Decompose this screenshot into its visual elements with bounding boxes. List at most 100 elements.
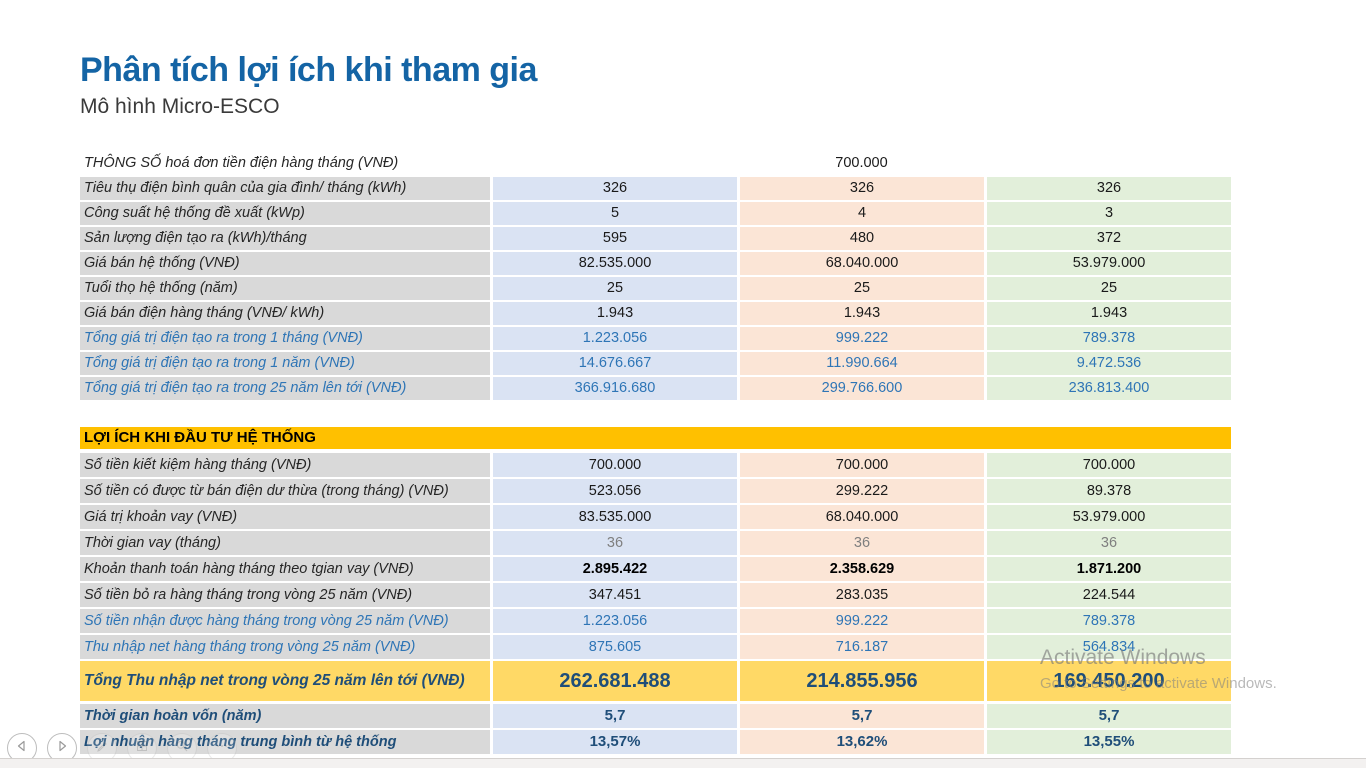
table-row: THÔNG SỐ hoá đơn tiền điện hàng tháng (V… [80, 152, 1231, 175]
row-label: Số tiền có được từ bán điện dư thừa (tro… [80, 479, 490, 503]
row-value: 999.222 [740, 327, 984, 350]
pen-icon [95, 739, 109, 758]
table-row: Thời gian hoàn vốn (năm) 5,7 5,7 5,7 [80, 704, 1231, 728]
taskbar-strip [0, 758, 1366, 768]
row-value: 11.990.664 [740, 352, 984, 375]
row-value: 169.450.200 [987, 661, 1231, 701]
table-row: Khoản thanh toán hàng tháng theo tgian v… [80, 557, 1231, 581]
row-value: 36 [493, 531, 737, 555]
row-value: 789.378 [987, 609, 1231, 633]
slide-grid-icon [135, 739, 149, 758]
row-label: Tổng giá trị điện tạo ra trong 1 tháng (… [80, 327, 490, 350]
row-value: 523.056 [493, 479, 737, 503]
table-row: Số tiền kiết kiệm hàng tháng (VNĐ) 700.00… [80, 453, 1231, 477]
table-row: Thu nhập net hàng tháng trong vòng 25 nă… [80, 635, 1231, 659]
row-value: 1.871.200 [987, 557, 1231, 581]
page-title: Phân tích lợi ích khi tham gia [80, 51, 537, 89]
row-label: Tiêu thụ điện bình quân của gia đình/ th… [80, 177, 490, 200]
row-label: Thời gian vay (tháng) [80, 531, 490, 555]
row-value: 875.605 [493, 635, 737, 659]
row-label: Tổng giá trị điện tạo ra trong 1 năm (VN… [80, 352, 490, 375]
row-value: 283.035 [740, 583, 984, 607]
row-value: 82.535.000 [493, 252, 737, 275]
row-label: THÔNG SỐ hoá đơn tiền điện hàng tháng (V… [84, 155, 399, 171]
row-value: 53.979.000 [987, 252, 1231, 275]
row-value: 25 [740, 277, 984, 300]
table-row: Tổng Thu nhập net trong vòng 25 năm lên … [80, 661, 1231, 701]
row-value: 214.855.956 [740, 661, 984, 701]
table-row: Lợi nhuận hàng tháng trung bình từ hệ th… [80, 730, 1231, 754]
row-value: 700.000 [740, 453, 984, 477]
row-label: Tổng giá trị điện tạo ra trong 25 năm lê… [80, 377, 490, 400]
table-row: Số tiền có được từ bán điện dư thừa (tro… [80, 479, 1231, 503]
row-label: Giá bán hệ thống (VNĐ) [80, 252, 490, 275]
row-value: 716.187 [740, 635, 984, 659]
row-value: 68.040.000 [740, 505, 984, 529]
table-row: Số tiền nhận được hàng tháng trong vòng … [80, 609, 1231, 633]
magnifier-icon [175, 739, 189, 758]
row-label: Sản lượng điện tạo ra (kWh)/tháng [80, 227, 490, 250]
chevron-left-icon [15, 739, 29, 758]
row-value: 13,62% [740, 730, 984, 754]
row-value: 595 [493, 227, 737, 250]
row-label: Số tiền nhận được hàng tháng trong vòng … [80, 609, 490, 633]
row-value: 13,55% [987, 730, 1231, 754]
table-row: Thời gian vay (tháng) 36 36 36 [80, 531, 1231, 555]
table-row: Tổng giá trị điện tạo ra trong 1 năm (VN… [80, 352, 1231, 375]
row-value: 5,7 [493, 704, 737, 728]
row-label: Số tiền kiết kiệm hàng tháng (VNĐ) [80, 453, 490, 477]
row-value: 83.535.000 [493, 505, 737, 529]
section-header-label: LỢI ÍCH KHI ĐẦU TƯ HỆ THỐNG [80, 427, 1231, 449]
row-merged-value: 700.000 [835, 155, 888, 171]
row-value: 326 [740, 177, 984, 200]
table-row: Tiêu thụ điện bình quân của gia đình/ th… [80, 177, 1231, 200]
table-row: Giá bán hệ thống (VNĐ) 82.535.000 68.040.0… [80, 252, 1231, 275]
row-label: Số tiền bỏ ra hàng tháng trong vòng 25 n… [80, 583, 490, 607]
row-value: 700.000 [493, 453, 737, 477]
row-value: 299.766.600 [740, 377, 984, 400]
page-subtitle: Mô hình Micro-ESCO [80, 95, 280, 118]
row-value: 700.000 [987, 453, 1231, 477]
table-row: Tuổi thọ hệ thống (năm) 25 25 25 [80, 277, 1231, 300]
row-value: 236.813.400 [987, 377, 1231, 400]
row-value: 1.943 [740, 302, 984, 325]
row-value: 2.358.629 [740, 557, 984, 581]
row-label: Giá trị khoản vay (VNĐ) [80, 505, 490, 529]
row-value: 262.681.488 [493, 661, 737, 701]
row-value: 299.222 [740, 479, 984, 503]
row-value: 9.472.536 [987, 352, 1231, 375]
row-label: Công suất hệ thống đề xuất (kWp) [80, 202, 490, 225]
title-block: Phân tích lợi ích khi tham gia Mô hình M… [80, 50, 537, 120]
row-value: 5 [493, 202, 737, 225]
row-value: 564.834 [987, 635, 1231, 659]
row-label: Giá bán điện hàng tháng (VNĐ/ kWh) [80, 302, 490, 325]
ellipsis-icon [215, 739, 229, 758]
table-row: Công suất hệ thống đề xuất (kWp) 5 4 3 [80, 202, 1231, 225]
row-value: 326 [493, 177, 737, 200]
benefit-table: THÔNG SỐ hoá đơn tiền điện hàng tháng (V… [80, 152, 1231, 756]
row-value: 224.544 [987, 583, 1231, 607]
row-value: 36 [987, 531, 1231, 555]
row-value: 68.040.000 [740, 252, 984, 275]
row-label: Thu nhập net hàng tháng trong vòng 25 nă… [80, 635, 490, 659]
row-value: 480 [740, 227, 984, 250]
table-row: Giá bán điện hàng tháng (VNĐ/ kWh) 1.943 1… [80, 302, 1231, 325]
row-label: Khoản thanh toán hàng tháng theo tgian v… [80, 557, 490, 581]
row-label: Tổng Thu nhập net trong vòng 25 năm lên … [80, 661, 490, 701]
section-header-row: LỢI ÍCH KHI ĐẦU TƯ HỆ THỐNG [80, 427, 1231, 449]
row-value: 347.451 [493, 583, 737, 607]
table-row: Tổng giá trị điện tạo ra trong 25 năm lê… [80, 377, 1231, 400]
row-value: 53.979.000 [987, 505, 1231, 529]
row-value: 4 [740, 202, 984, 225]
row-value: 1.223.056 [493, 609, 737, 633]
row-value: 1.943 [987, 302, 1231, 325]
row-value: 5,7 [740, 704, 984, 728]
table-row: Tổng giá trị điện tạo ra trong 1 tháng (… [80, 327, 1231, 350]
row-value: 366.916.680 [493, 377, 737, 400]
table-row: Sản lượng điện tạo ra (kWh)/tháng 595 480 3… [80, 227, 1231, 250]
row-value: 25 [493, 277, 737, 300]
row-value: 3 [987, 202, 1231, 225]
row-value: 1.943 [493, 302, 737, 325]
row-value: 13,57% [493, 730, 737, 754]
